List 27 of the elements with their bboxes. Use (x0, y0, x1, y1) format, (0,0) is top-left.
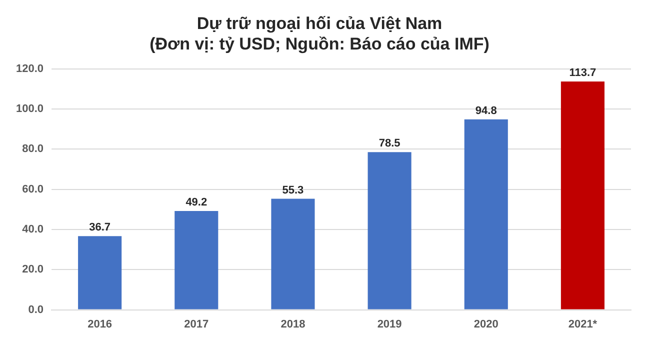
y-tick-label: 80.0 (22, 143, 44, 156)
x-tick-label: 2017 (184, 318, 209, 330)
y-tick-label: 60.0 (22, 183, 44, 196)
bar (78, 236, 122, 310)
x-tick-label: 2020 (474, 318, 498, 330)
x-tick-label: 2021* (568, 318, 598, 330)
chart-title: Dự trữ ngoại hối của Việt Nam (196, 14, 442, 33)
data-label: 94.8 (475, 104, 497, 117)
data-label: 55.3 (282, 184, 304, 196)
bar (464, 119, 508, 310)
x-tick-label: 2019 (377, 318, 402, 330)
data-label: 36.7 (89, 222, 111, 234)
bar (560, 81, 604, 310)
data-label: 49.2 (186, 196, 208, 209)
chart-subtitle: (Đơn vị: tỷ USD; Nguồn: Báo cáo của IMF) (150, 34, 490, 54)
bar (174, 210, 218, 310)
x-tick-label: 2018 (280, 318, 306, 330)
y-tick-label: 40.0 (22, 224, 44, 236)
bar (271, 198, 315, 310)
y-tick-label: 100.0 (16, 103, 44, 115)
y-tick-label: 0.0 (28, 304, 44, 316)
data-label: 113.7 (569, 66, 596, 79)
y-tick-label: 20.0 (22, 264, 44, 276)
x-tick-label: 2016 (88, 318, 112, 330)
y-tick-label: 120.0 (16, 62, 44, 75)
bar (368, 152, 412, 310)
data-label: 78.5 (378, 138, 400, 150)
